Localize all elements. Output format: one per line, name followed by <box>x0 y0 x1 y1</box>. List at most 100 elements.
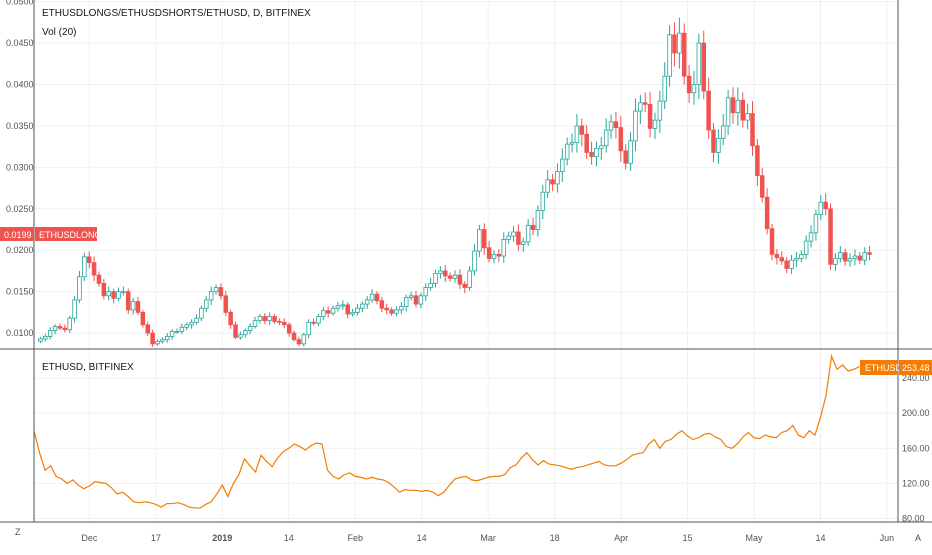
candle-body <box>745 113 750 121</box>
candle-body <box>608 121 614 131</box>
candle-body <box>116 291 121 299</box>
candle-body <box>189 321 194 326</box>
top-series-tag-bg <box>35 227 97 241</box>
ethusd-line <box>33 353 860 509</box>
candle-body <box>438 270 443 274</box>
candle-body <box>62 327 68 331</box>
top-y-tick-label: 0.0300 <box>6 162 34 172</box>
candle-body <box>472 250 477 272</box>
candle-body <box>218 287 224 297</box>
candle-body <box>223 295 229 313</box>
candle-body <box>47 330 53 337</box>
candle-body <box>667 34 672 77</box>
candle-body <box>130 301 136 311</box>
candle-body <box>813 214 819 234</box>
candle-body <box>774 253 780 259</box>
bottom-y-tick-label: 200.00 <box>902 408 930 418</box>
bottom-price-tag-value: 253.48 <box>902 363 930 373</box>
candle-body <box>662 75 667 102</box>
candle-body <box>277 321 282 323</box>
top-y-tick-label: 0.0200 <box>6 245 34 255</box>
x-tick-label: Dec <box>81 533 98 543</box>
candle-body <box>579 125 585 135</box>
candle-body <box>155 340 160 345</box>
candle-body <box>496 253 502 257</box>
top-price-tag-value: 0.0199 <box>4 230 32 240</box>
candle-body <box>184 324 190 328</box>
candle-body <box>447 275 453 279</box>
candle-body <box>569 142 575 145</box>
candle-body <box>701 42 706 92</box>
candle-body <box>57 326 63 329</box>
candle-body <box>706 90 711 131</box>
candle-body <box>350 311 355 315</box>
candle-body <box>174 331 180 333</box>
bottom-y-tick-label: 240.00 <box>902 373 930 383</box>
candle-body <box>379 300 385 309</box>
candle-body <box>399 306 404 311</box>
candle-body <box>535 210 541 230</box>
candle-body <box>355 307 360 313</box>
candle-body <box>828 208 833 265</box>
top-y-tick-label: 0.0150 <box>6 287 34 297</box>
candle-body <box>750 113 755 147</box>
candle-body <box>150 332 155 345</box>
candle-body <box>204 299 209 309</box>
candle-body <box>564 143 570 160</box>
candle-body <box>530 224 536 230</box>
candle-body <box>779 257 785 262</box>
top-y-tick-label: 0.0400 <box>6 80 34 90</box>
candle-body <box>594 147 599 157</box>
candle-body <box>838 252 843 259</box>
x-tick-label: Mar <box>480 533 496 543</box>
candle-body <box>38 338 43 342</box>
x-tick-label: 2019 <box>212 533 232 543</box>
x-tick-label: 18 <box>550 533 560 543</box>
top-y-tick-label: 0.0350 <box>6 121 34 131</box>
candle-body <box>316 316 321 324</box>
candle-body <box>862 252 867 261</box>
candle-body <box>623 150 628 164</box>
candle-body <box>340 304 346 307</box>
candle-body <box>584 133 589 153</box>
timezone-button[interactable]: Z <box>15 527 21 537</box>
candle-body <box>769 228 775 255</box>
auto-scale-button[interactable]: A <box>915 533 921 543</box>
candle-body <box>428 282 433 288</box>
candle-body <box>691 84 697 94</box>
candle-body <box>140 311 146 326</box>
candle-body <box>847 258 853 262</box>
candle-body <box>360 303 365 309</box>
candle-body <box>525 224 531 243</box>
candle-body <box>135 301 141 313</box>
bottom-series-tag-name: ETHUSD <box>865 363 903 373</box>
candle-body <box>545 179 550 193</box>
x-tick-label: Jun <box>880 533 895 543</box>
candle-body <box>823 201 828 210</box>
candle-body <box>325 310 331 314</box>
candle-body <box>555 171 560 185</box>
axes: 0.0500 0.0450 0.0400 0.0350 0.0300 0.0250 0.02… <box>0 0 932 543</box>
candle-body <box>628 140 633 164</box>
candle-body <box>311 321 316 324</box>
x-tick-label: May <box>745 533 763 543</box>
candle-body <box>403 297 409 307</box>
candle-body <box>720 125 726 139</box>
candle-body <box>638 102 643 112</box>
candle-body <box>730 97 736 114</box>
candle-body <box>740 99 746 121</box>
candle-body <box>735 99 741 114</box>
candle-body <box>247 326 253 332</box>
candle-body <box>179 326 185 332</box>
candle-body <box>477 229 482 252</box>
candle-body <box>818 201 824 216</box>
bottom-series-tag-bg <box>860 360 898 375</box>
x-tick-label: Feb <box>347 533 363 543</box>
top-y-tick-label: 0.0500 <box>6 0 34 7</box>
candle-body <box>599 145 604 149</box>
candle-body <box>857 255 863 261</box>
candle-body <box>462 283 468 288</box>
candle-body <box>842 252 848 262</box>
